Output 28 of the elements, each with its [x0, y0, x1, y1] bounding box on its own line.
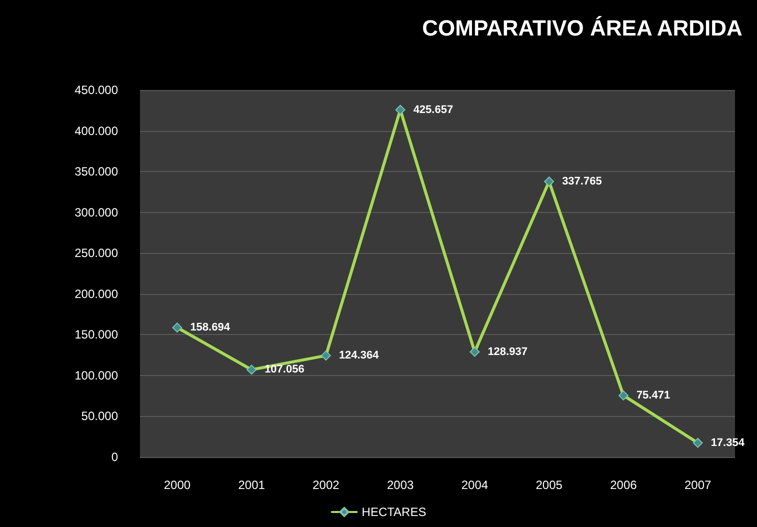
y-tick-label: 200.000 — [74, 286, 118, 301]
y-tick-label: 400.000 — [74, 124, 118, 138]
legend-label: HECTARES — [362, 505, 426, 519]
x-tick-label: 2006 — [610, 478, 638, 492]
data-label: 128.937 — [488, 346, 528, 358]
y-tick-label: 250.000 — [74, 246, 118, 260]
y-tick-label: 50.000 — [81, 409, 118, 424]
x-tick-label: 2002 — [312, 478, 340, 492]
y-tick-label: 150.000 — [74, 328, 118, 342]
x-tick-label: 2003 — [386, 478, 414, 492]
data-label: 17.354 — [710, 436, 746, 449]
y-tick-label: 100.000 — [74, 368, 118, 382]
x-tick-label: 2004 — [461, 478, 488, 492]
y-tick-label: 350.000 — [74, 164, 118, 179]
data-label: 107.056 — [264, 364, 304, 376]
data-label: 425.657 — [413, 104, 454, 116]
data-label: 124.364 — [338, 350, 380, 362]
y-tick-label: 450.000 — [74, 83, 118, 97]
y-tick-label: 0 — [111, 450, 118, 464]
data-label: 75.471 — [636, 389, 670, 402]
x-tick-label: 2000 — [164, 478, 191, 492]
chart-title: COMPARATIVO ÁREA ARDIDA — [422, 16, 742, 40]
data-label: 337.765 — [562, 176, 602, 188]
x-tick-label: 2005 — [536, 478, 563, 492]
x-tick-label: 2007 — [684, 478, 712, 492]
y-tick-label: 300.000 — [74, 205, 118, 220]
x-tick-label: 2001 — [238, 478, 266, 492]
data-label: 158.694 — [190, 322, 231, 334]
